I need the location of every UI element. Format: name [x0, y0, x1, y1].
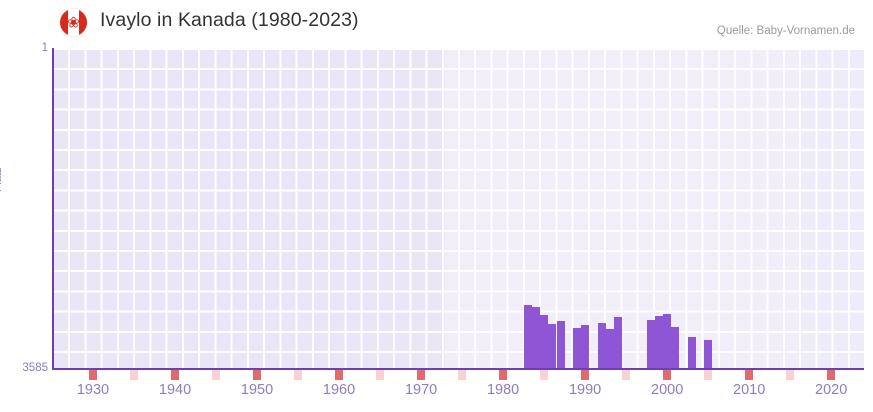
plot-area	[52, 48, 864, 370]
y-axis-line	[52, 48, 54, 370]
y-axis-bottom-label: 3585	[22, 362, 48, 374]
x-axis-label: 1980	[486, 382, 520, 398]
x-tick-major	[827, 370, 836, 380]
bar[interactable]	[613, 317, 622, 370]
bar[interactable]	[523, 305, 532, 370]
x-tick-minor	[130, 370, 139, 380]
bar[interactable]	[531, 307, 540, 370]
x-tick-minor	[704, 370, 713, 380]
x-axis-line	[52, 368, 864, 370]
x-tick-minor	[458, 370, 467, 380]
x-tick-major	[171, 370, 180, 380]
x-axis-label: 1960	[322, 382, 356, 398]
x-tick-minor	[294, 370, 303, 380]
bar[interactable]	[646, 320, 655, 370]
y-axis-top-label: 1	[41, 42, 48, 54]
x-axis-label: 2000	[651, 382, 684, 398]
x-tick-major	[417, 370, 426, 380]
x-axis-label: 2010	[733, 382, 766, 398]
x-axis-labels: 1930 1940 1950 1960 1970 1980 1990 2000 2010 2020	[0, 382, 873, 408]
x-axis-ticks	[52, 370, 864, 382]
bar[interactable]	[704, 340, 713, 370]
bar-series	[52, 48, 864, 370]
source-note: Quelle: Baby-Vornamen.de	[716, 25, 855, 37]
x-tick-major	[663, 370, 672, 380]
x-tick-major	[581, 370, 590, 380]
x-tick-minor	[212, 370, 221, 380]
bar[interactable]	[597, 323, 606, 370]
x-tick-major	[89, 370, 97, 380]
maple-leaf-icon: ❀	[67, 14, 80, 31]
x-axis-label: 2020	[815, 382, 848, 398]
x-tick-major	[253, 370, 262, 380]
bar[interactable]	[556, 321, 565, 370]
bar[interactable]	[605, 329, 614, 370]
x-tick-minor	[622, 370, 631, 380]
x-axis-label: 1930	[76, 382, 110, 398]
x-axis-label: 1940	[158, 382, 192, 398]
x-tick-major	[499, 370, 508, 380]
bar[interactable]	[572, 328, 581, 370]
flag-right-band	[78, 9, 87, 36]
x-axis-label: 1990	[568, 382, 602, 398]
x-tick-minor	[540, 370, 549, 380]
bar[interactable]	[540, 315, 549, 370]
y-axis-title: Platz	[0, 167, 4, 192]
bar[interactable]	[548, 324, 557, 370]
canada-flag-icon: ❀	[59, 8, 88, 37]
bar[interactable]	[581, 325, 590, 370]
bar[interactable]	[663, 314, 672, 370]
x-tick-minor	[786, 370, 795, 380]
x-tick-major	[335, 370, 344, 380]
bar[interactable]	[687, 337, 696, 370]
x-axis-label: 1950	[240, 382, 274, 398]
page-title: Ivaylo in Kanada (1980-2023)	[100, 9, 359, 31]
flag-left-band	[60, 9, 69, 36]
bar[interactable]	[671, 327, 680, 370]
x-axis-label: 1970	[404, 382, 438, 398]
chart-header: ❀ Ivaylo in Kanada (1980-2023) Quelle: B…	[0, 0, 873, 44]
bar[interactable]	[654, 316, 663, 370]
x-tick-minor	[376, 370, 385, 380]
x-tick-major	[745, 370, 754, 380]
